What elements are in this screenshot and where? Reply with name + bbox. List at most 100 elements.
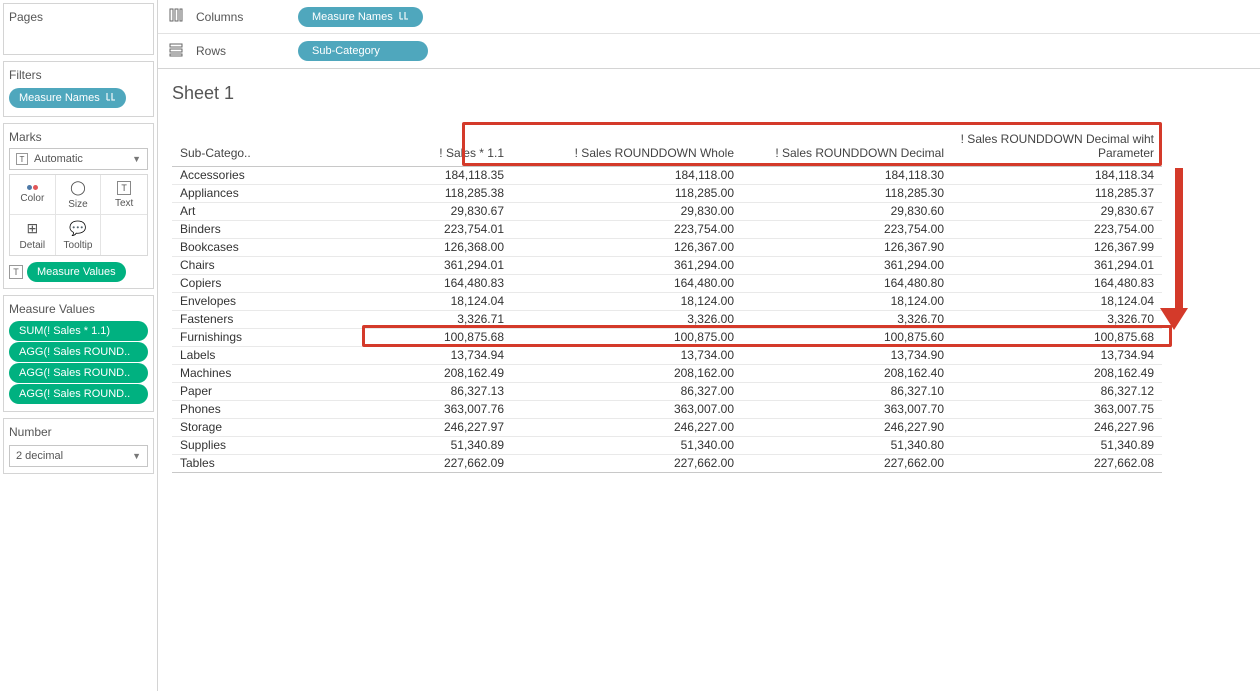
value-cell: 223,754.01 <box>312 220 512 238</box>
filter-pill-measure-names[interactable]: Measure Names <box>9 88 126 108</box>
table-header-cell[interactable]: ! Sales ROUNDDOWN Whole <box>512 124 742 166</box>
mark-text[interactable]: T Text <box>101 175 147 215</box>
row-label-cell: Phones <box>172 400 312 418</box>
marks-measure-values-pill[interactable]: Measure Values <box>27 262 126 282</box>
marks-grid: Color ◯ Size T Text ⊞ Detail 💬 Tooltip <box>9 174 148 256</box>
row-label-cell: Chairs <box>172 256 312 274</box>
marks-title: Marks <box>9 128 148 148</box>
table-header-cell[interactable]: Sub-Catego.. <box>172 124 312 166</box>
table-row[interactable]: Art29,830.6729,830.0029,830.6029,830.67 <box>172 202 1162 220</box>
value-cell: 126,367.00 <box>512 238 742 256</box>
tooltip-icon: 💬 <box>69 220 86 237</box>
table-row[interactable]: Phones363,007.76363,007.00363,007.70363,… <box>172 400 1162 418</box>
rows-pill[interactable]: Sub-Category <box>298 41 428 61</box>
mark-size[interactable]: ◯ Size <box>56 175 102 215</box>
mark-label: Tooltip <box>64 240 93 251</box>
value-cell: 86,327.13 <box>312 382 512 400</box>
value-cell: 227,662.00 <box>512 454 742 472</box>
row-label-cell: Copiers <box>172 274 312 292</box>
table-header-row: Sub-Catego..! Sales * 1.1! Sales ROUNDDO… <box>172 124 1162 166</box>
value-cell: 18,124.04 <box>312 292 512 310</box>
value-cell: 363,007.00 <box>512 400 742 418</box>
value-cell: 184,118.35 <box>312 166 512 184</box>
mark-tooltip[interactable]: 💬 Tooltip <box>56 215 102 255</box>
value-cell: 118,285.37 <box>952 184 1162 202</box>
table-row[interactable]: Bookcases126,368.00126,367.00126,367.901… <box>172 238 1162 256</box>
number-title: Number <box>9 423 148 443</box>
value-cell: 29,830.67 <box>312 202 512 220</box>
table-row[interactable]: Supplies51,340.8951,340.0051,340.8051,34… <box>172 436 1162 454</box>
table-header-cell[interactable]: ! Sales ROUNDDOWN Decimal <box>742 124 952 166</box>
table-row[interactable]: Copiers164,480.83164,480.00164,480.80164… <box>172 274 1162 292</box>
mark-color[interactable]: Color <box>10 175 56 215</box>
mark-type-label: Automatic <box>34 153 83 165</box>
value-cell: 13,734.00 <box>512 346 742 364</box>
row-label-cell: Fasteners <box>172 310 312 328</box>
table-row[interactable]: Storage246,227.97246,227.00246,227.90246… <box>172 418 1162 436</box>
pill-label: AGG(! Sales ROUND.. <box>19 344 130 360</box>
table-header-cell[interactable]: ! Sales ROUNDDOWN Decimal wiht Parameter <box>952 124 1162 166</box>
number-dropdown[interactable]: 2 decimal ▼ <box>9 445 148 467</box>
mark-type-dropdown[interactable]: T Automatic ▼ <box>9 148 148 170</box>
value-cell: 164,480.83 <box>312 274 512 292</box>
table-row[interactable]: Chairs361,294.01361,294.00361,294.00361,… <box>172 256 1162 274</box>
columns-pill[interactable]: Measure Names <box>298 7 423 27</box>
table-row[interactable]: Furnishings100,875.68100,875.00100,875.6… <box>172 328 1162 346</box>
pill-label: Sub-Category <box>312 43 380 59</box>
value-cell: 164,480.00 <box>512 274 742 292</box>
value-cell: 363,007.70 <box>742 400 952 418</box>
value-cell: 18,124.00 <box>742 292 952 310</box>
table-row[interactable]: Labels13,734.9413,734.0013,734.9013,734.… <box>172 346 1162 364</box>
value-cell: 100,875.68 <box>312 328 512 346</box>
pill-label: AGG(! Sales ROUND.. <box>19 365 130 381</box>
table-row[interactable]: Binders223,754.01223,754.00223,754.00223… <box>172 220 1162 238</box>
shelf-area: Columns Measure Names Rows Sub-Category <box>158 0 1260 69</box>
value-cell: 223,754.00 <box>742 220 952 238</box>
value-cell: 86,327.00 <box>512 382 742 400</box>
mv-pill-1[interactable]: AGG(! Sales ROUND.. <box>9 342 148 362</box>
value-cell: 29,830.67 <box>952 202 1162 220</box>
mv-pill-0[interactable]: SUM(! Sales * 1.1) <box>9 321 148 341</box>
arrow-head-icon <box>1160 308 1188 330</box>
value-cell: 223,754.00 <box>952 220 1162 238</box>
value-cell: 246,227.00 <box>512 418 742 436</box>
value-cell: 18,124.00 <box>512 292 742 310</box>
filters-title: Filters <box>9 66 148 86</box>
value-cell: 361,294.01 <box>312 256 512 274</box>
value-cell: 3,326.71 <box>312 310 512 328</box>
mv-pill-3[interactable]: AGG(! Sales ROUND.. <box>9 384 148 404</box>
row-label-cell: Machines <box>172 364 312 382</box>
mark-label: Size <box>68 199 87 210</box>
rows-shelf[interactable]: Rows Sub-Category <box>158 34 1260 68</box>
data-table: Sub-Catego..! Sales * 1.1! Sales ROUNDDO… <box>172 124 1162 473</box>
mv-title: Measure Values <box>9 300 148 320</box>
table-row[interactable]: Paper86,327.1386,327.0086,327.1086,327.1… <box>172 382 1162 400</box>
text-icon: T <box>117 181 131 195</box>
row-label-cell: Accessories <box>172 166 312 184</box>
value-cell: 227,662.08 <box>952 454 1162 472</box>
table-row[interactable]: Machines208,162.49208,162.00208,162.4020… <box>172 364 1162 382</box>
table-row[interactable]: Appliances118,285.38118,285.00118,285.30… <box>172 184 1162 202</box>
value-cell: 227,662.00 <box>742 454 952 472</box>
table-row[interactable]: Envelopes18,124.0418,124.0018,124.0018,1… <box>172 292 1162 310</box>
value-cell: 227,662.09 <box>312 454 512 472</box>
columns-label: Columns <box>196 10 286 24</box>
table-row[interactable]: Fasteners3,326.713,326.003,326.703,326.7… <box>172 310 1162 328</box>
mark-detail[interactable]: ⊞ Detail <box>10 215 56 255</box>
value-cell: 13,734.94 <box>952 346 1162 364</box>
value-cell: 51,340.89 <box>312 436 512 454</box>
table-header-cell[interactable]: ! Sales * 1.1 <box>312 124 512 166</box>
row-label-cell: Appliances <box>172 184 312 202</box>
filter-pill-label: Measure Names <box>19 90 100 106</box>
color-icon <box>27 185 38 190</box>
filters-card: Filters Measure Names <box>3 61 154 117</box>
mark-label: Detail <box>20 240 46 251</box>
row-label-cell: Bookcases <box>172 238 312 256</box>
mv-pill-2[interactable]: AGG(! Sales ROUND.. <box>9 363 148 383</box>
pill-label: AGG(! Sales ROUND.. <box>19 386 130 402</box>
value-cell: 184,118.34 <box>952 166 1162 184</box>
columns-shelf[interactable]: Columns Measure Names <box>158 0 1260 34</box>
value-cell: 363,007.75 <box>952 400 1162 418</box>
table-row[interactable]: Accessories184,118.35184,118.00184,118.3… <box>172 166 1162 184</box>
table-row[interactable]: Tables227,662.09227,662.00227,662.00227,… <box>172 454 1162 472</box>
